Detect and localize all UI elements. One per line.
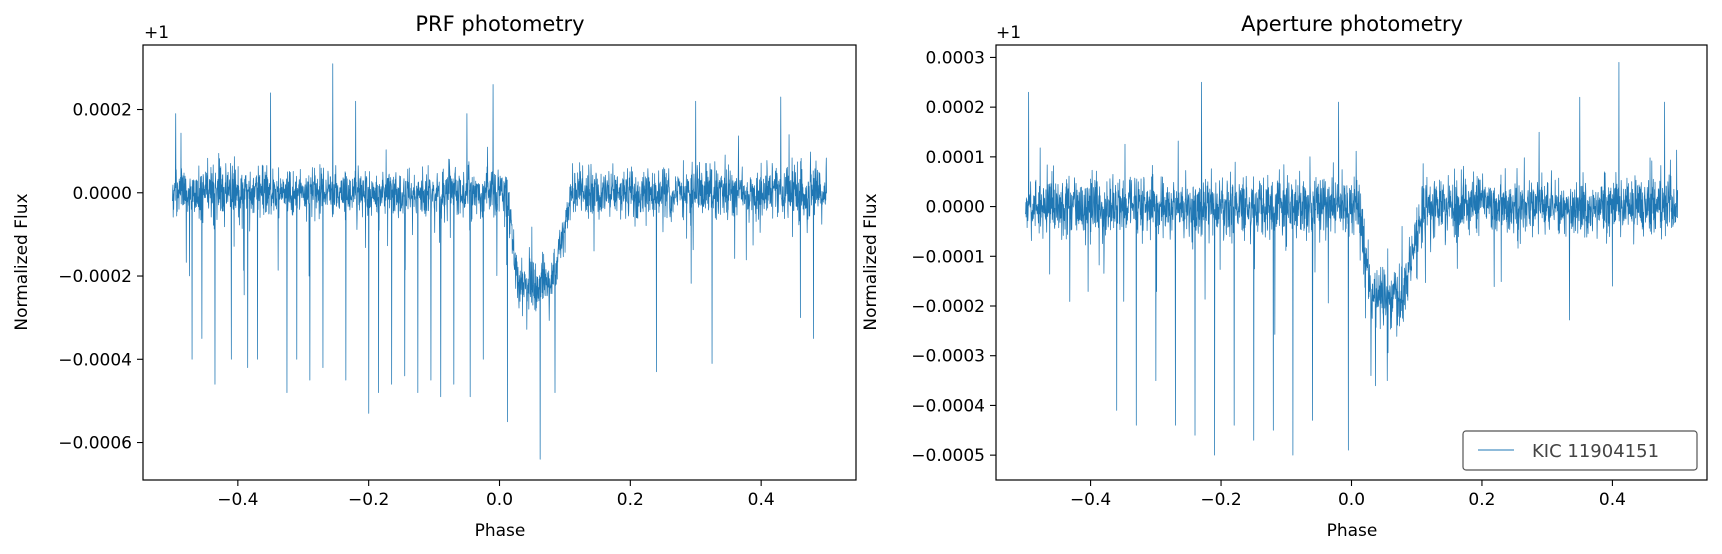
series-line-0 [172, 63, 827, 460]
y-tick-label: −0.0004 [911, 396, 985, 416]
x-axis-ticks: −0.4 −0.2 0.0 0.2 0.4 [217, 480, 775, 510]
chart-prf-photometry: PRF photometry +1 −0.4 −0.2 0.0 0.2 0.4 −0.0… [12, 12, 857, 541]
y-axis-ticks: −0.0005 −0.0004 −0.0003 −0.0002 −0.0001 0.000… [911, 48, 996, 466]
y-tick-label: 0.0003 [926, 48, 985, 68]
x-tick-label: 0.2 [1468, 490, 1495, 510]
offset-label: +1 [144, 23, 169, 43]
x-tick-label: 0.4 [748, 490, 775, 510]
legend-label: KIC 11904151 [1532, 441, 1659, 462]
plot-frame [142, 44, 857, 481]
y-tick-label: −0.0003 [911, 347, 985, 367]
chart-aperture-photometry: Aperture photometry +1 −0.4 −0.2 0.0 0.2 0.4… [861, 12, 1708, 541]
legend-box [1462, 430, 1698, 471]
legend: KIC 11904151 [1462, 430, 1698, 471]
y-tick-label: −0.0006 [58, 434, 132, 454]
x-tick-label: −0.2 [1200, 490, 1241, 510]
x-tick-label: 0.0 [486, 490, 513, 510]
x-tick-label: 0.0 [1338, 490, 1365, 510]
chart-title: Aperture photometry [1241, 12, 1463, 36]
y-axis-label: Normalized Flux [861, 193, 881, 330]
y-tick-label: 0.0000 [926, 198, 985, 218]
y-axis-ticks: −0.0006 −0.0004 −0.0002 0.0000 0.0002 [58, 101, 143, 454]
series-lines [172, 63, 827, 460]
y-tick-label: 0.0001 [926, 148, 985, 168]
x-tick-label: 0.4 [1599, 490, 1626, 510]
y-tick-label: 0.0002 [926, 98, 985, 118]
x-tick-label: −0.4 [217, 490, 258, 510]
y-tick-label: −0.0001 [911, 247, 985, 267]
offset-label: +1 [996, 23, 1021, 43]
y-tick-label: −0.0002 [58, 267, 132, 287]
plot-frame [995, 44, 1708, 481]
x-axis-label: Phase [1327, 521, 1378, 541]
y-tick-label: −0.0004 [58, 350, 132, 370]
x-axis-ticks: −0.4 −0.2 0.0 0.2 0.4 [1070, 480, 1626, 510]
y-tick-label: −0.0005 [911, 446, 985, 466]
x-axis-label: Phase [475, 521, 526, 541]
y-tick-label: −0.0002 [911, 297, 985, 317]
chart-title: PRF photometry [415, 12, 584, 36]
y-axis-label: Normalized Flux [12, 193, 32, 330]
series-line-0 [1024, 62, 1679, 456]
x-tick-label: −0.2 [348, 490, 389, 510]
y-tick-label: 0.0002 [73, 101, 132, 121]
x-tick-label: 0.2 [617, 490, 644, 510]
y-tick-label: 0.0000 [73, 184, 132, 204]
x-tick-label: −0.4 [1070, 490, 1111, 510]
series-lines [1024, 62, 1679, 456]
